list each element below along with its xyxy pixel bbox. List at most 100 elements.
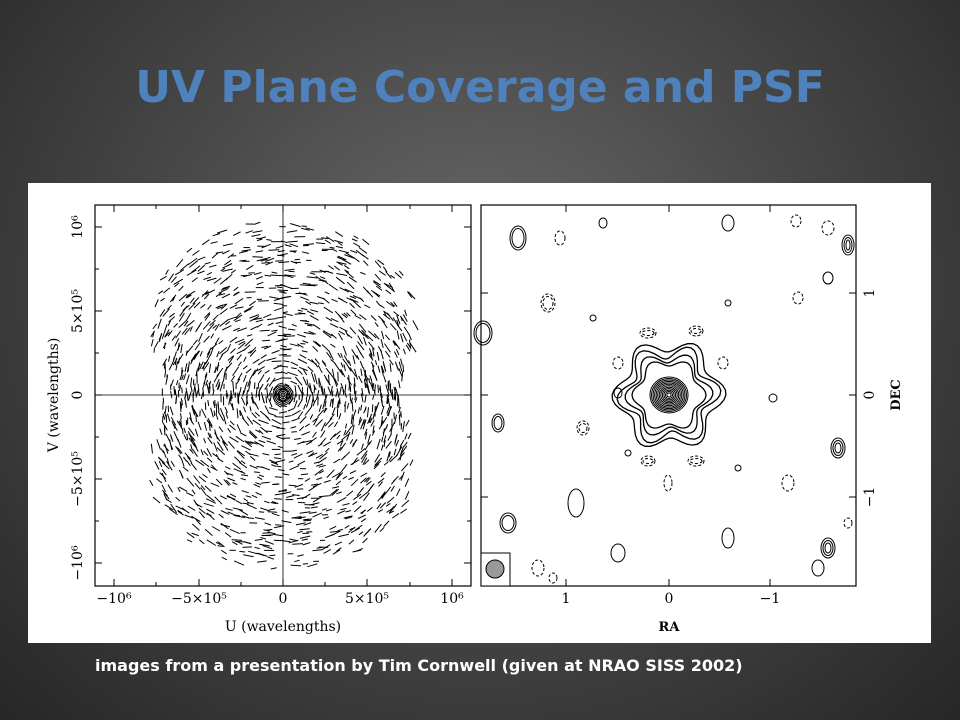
uv-track-segment [308,394,311,401]
uv-track-segment [162,358,168,366]
uv-track-segment [287,407,295,412]
uv-track-segment [260,507,270,512]
uv-track-segment [291,367,297,370]
uv-track-segment [290,564,302,567]
uv-track-segment [176,258,184,268]
uv-track-segment [186,539,193,543]
psf-positive-contour [832,440,844,456]
uv-track-segment [368,440,373,446]
uv-track-segment [325,236,335,243]
uv-track-segment [297,333,306,338]
uv-track-segment [405,419,410,427]
uv-track-segment [358,323,367,333]
uv-track-segment [195,415,197,422]
uv-track-segment [313,461,320,464]
psf-negative-contour [690,328,702,334]
uv-track-segment [257,552,268,557]
uv-track-segment [367,413,373,424]
uv-track-segment [265,257,275,262]
uv-track-segment [229,348,236,354]
psf-negative-contour [531,559,545,577]
uv-track-segment [249,314,260,319]
psf-peak-contour [655,382,683,408]
uv-track-segment [291,409,301,417]
uv-track-segment [275,524,282,526]
uv-track-segment [335,480,342,486]
uv-track-segment [242,515,250,519]
uv-track-segment [320,430,326,438]
uv-track-segment [301,538,309,541]
uv-track-segment [162,308,170,317]
uv-track-segment [374,453,381,463]
uv-track-segment [294,385,297,397]
uv-track-segment [170,436,174,442]
uv-track-segment [233,314,243,322]
uv-track-segment [272,377,283,382]
uv-track-segment [217,545,224,547]
uv-track-segment [168,508,178,516]
uv-track-segment [404,491,410,500]
uv-track-segment [381,492,387,500]
uv-track-segment [368,378,370,384]
uv-track-segment [388,287,396,293]
uv-track-segment [288,328,296,331]
uv-track-segment [402,314,408,322]
uv-track-segment [284,383,290,387]
uv-track-segment [303,403,307,410]
uv-track-segment [249,300,256,307]
uv-track-segment [360,331,369,340]
uv-track-segment [346,402,350,409]
uv-track-segment [329,323,339,328]
uv-track-segment [384,350,391,358]
uv-track-segment [163,362,166,369]
uv-track-segment [234,392,237,399]
uv-track-segment [365,480,372,486]
uv-track-segment [337,255,347,261]
uv-track-segment [303,519,312,522]
uv-track-segment [392,340,396,346]
uv-track-segment [329,525,337,530]
psf-negative-contour [717,356,729,370]
uv-track-segment [280,371,288,375]
uv-track-segment [346,281,355,290]
uv-track-segment [389,363,392,372]
uv-track-segment [354,314,362,320]
uv-track-segment [178,319,188,328]
uv-track-segment [177,447,183,454]
uv-track-segment [214,432,221,442]
uv-track-segment [380,349,384,360]
uv-track-segment [203,450,209,457]
uv-track-segment [262,453,270,456]
uv-track-segment [260,536,267,540]
uv-track-segment [372,413,375,420]
uv-track-segment [392,340,398,347]
psf-peak-contour [657,383,681,407]
uv-track-segment [310,309,319,313]
uv-track-segment [180,344,183,354]
uv-track-segment [406,342,412,350]
uv-track-segment [388,282,395,291]
uv-track-segment [278,261,290,264]
uv-track-segment [333,265,341,271]
uv-track-segment [305,300,312,306]
uv-track-segment [278,411,288,414]
uv-track-segment [270,567,277,570]
uv-track-segment [390,274,395,279]
uv-track-segment [300,296,310,301]
uv-track-segment [346,364,352,372]
uv-track-segment [216,447,226,456]
uv-track-segment [395,348,400,356]
uv-track-segment [242,365,248,370]
uv-track-segment [349,367,357,377]
uv-track-segment [321,360,326,365]
uv-track-segment [179,308,186,317]
uv-track-segment [385,502,391,507]
uv-track-segment [202,362,210,371]
uv-x-tick-label: −10⁶ [96,591,132,607]
uv-track-segment [197,389,201,397]
uv-track-segment [304,406,312,416]
uv-track-segment [246,501,254,505]
uv-track-segment [206,512,215,521]
uv-track-segment [360,404,363,411]
uv-track-segment [314,373,318,385]
